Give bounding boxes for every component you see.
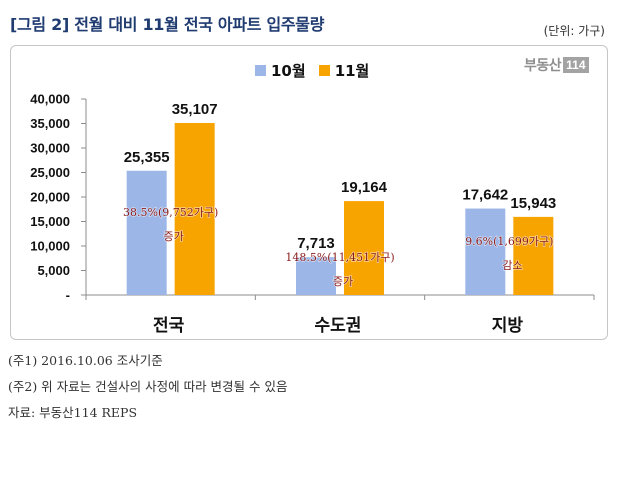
legend-label-series-2: 11월 bbox=[334, 61, 370, 80]
logo-number: 114 bbox=[563, 57, 589, 73]
data-label-series-1-category-1: 25,355 bbox=[124, 149, 170, 166]
data-label-series-2-category-1: 35,107 bbox=[172, 101, 218, 118]
data-label-series-2-category-3: 15,943 bbox=[510, 195, 556, 212]
unit-label: (단위: 가구) bbox=[543, 24, 605, 38]
chart-axes: - 5,000 10,000 15,000 20,000 25,000 30,000 35,0… bbox=[30, 92, 595, 303]
source-note: 자료: 부동산114 REPS bbox=[8, 405, 138, 420]
legend-label-series-1: 10월 bbox=[271, 61, 306, 80]
bar-series-1-category-1 bbox=[126, 170, 167, 295]
legend-item-series-1: 10월 bbox=[255, 60, 306, 81]
chart-bars bbox=[126, 122, 554, 295]
category-label-2: 수도권 bbox=[315, 316, 362, 336]
footnotes: (주1) 2016.10.06 조사기준 (주2) 위 자료는 건설사의 사정에… bbox=[8, 350, 288, 428]
change-direction-1: 증가 bbox=[164, 230, 184, 243]
logo-name: 부동산 bbox=[524, 58, 562, 74]
chart-annotations: 38.5%(9,752가구) 증가 148.5%(11,451가구) 증가 9.6%(1… bbox=[122, 205, 554, 289]
bar-series-1-category-3 bbox=[465, 208, 506, 295]
figure-title: [그림 2] 전월 대비 11월 전국 아파트 입주물량 bbox=[10, 15, 325, 34]
chart-data-labels: 25,355 7,713 17,642 35,107 19,164 15,943 bbox=[124, 101, 557, 252]
y-tick-label: 35,000 bbox=[30, 116, 70, 131]
bar-series-2-category-2 bbox=[344, 201, 384, 295]
data-label-series-2-category-2: 19,164 bbox=[341, 179, 388, 196]
y-tick-label: 25,000 bbox=[30, 165, 70, 180]
bar-series-2-category-3 bbox=[513, 216, 554, 295]
footnote-2: (주2) 위 자료는 건설사의 사정에 따라 변경될 수 있음 bbox=[8, 379, 288, 394]
change-direction-3: 감소 bbox=[502, 259, 522, 272]
y-tick-label: - bbox=[66, 288, 70, 303]
brand-logo: 부동산 114 bbox=[524, 55, 589, 75]
change-direction-2: 증가 bbox=[333, 275, 353, 288]
chart-frame bbox=[10, 45, 608, 340]
change-annotation-3: 9.6%(1,699가구) bbox=[465, 235, 553, 248]
y-tick-label: 15,000 bbox=[30, 214, 70, 229]
data-label-series-1-category-3: 17,642 bbox=[462, 187, 508, 204]
bar-chart: - 5,000 10,000 15,000 20,000 25,000 30,000 35,0… bbox=[30, 92, 595, 336]
change-annotation-1: 38.5%(9,752가구) bbox=[123, 206, 218, 219]
footnote-1: (주1) 2016.10.06 조사기준 bbox=[8, 353, 163, 368]
y-tick-label: 40,000 bbox=[30, 92, 70, 107]
y-tick-label: 20,000 bbox=[30, 190, 70, 205]
legend: 10월 11월 bbox=[255, 60, 382, 81]
legend-swatch-series-1 bbox=[255, 64, 266, 76]
legend-item-series-2: 11월 bbox=[318, 60, 370, 81]
bar-series-2-category-1 bbox=[174, 122, 215, 295]
bar-series-1-category-2 bbox=[296, 257, 336, 295]
legend-swatch-series-2 bbox=[318, 64, 330, 76]
y-tick-label: 30,000 bbox=[30, 141, 70, 156]
y-tick-label: 10,000 bbox=[30, 239, 70, 254]
y-tick-label: 5,000 bbox=[37, 263, 70, 278]
category-label-1: 전국 bbox=[153, 316, 185, 336]
category-label-3: 지방 bbox=[492, 316, 524, 336]
change-annotation-2: 148.5%(11,451가구) bbox=[285, 251, 394, 264]
data-label-series-1-category-2: 7,713 bbox=[297, 235, 335, 252]
chart-category-labels: 전국 수도권 지방 bbox=[153, 316, 523, 336]
